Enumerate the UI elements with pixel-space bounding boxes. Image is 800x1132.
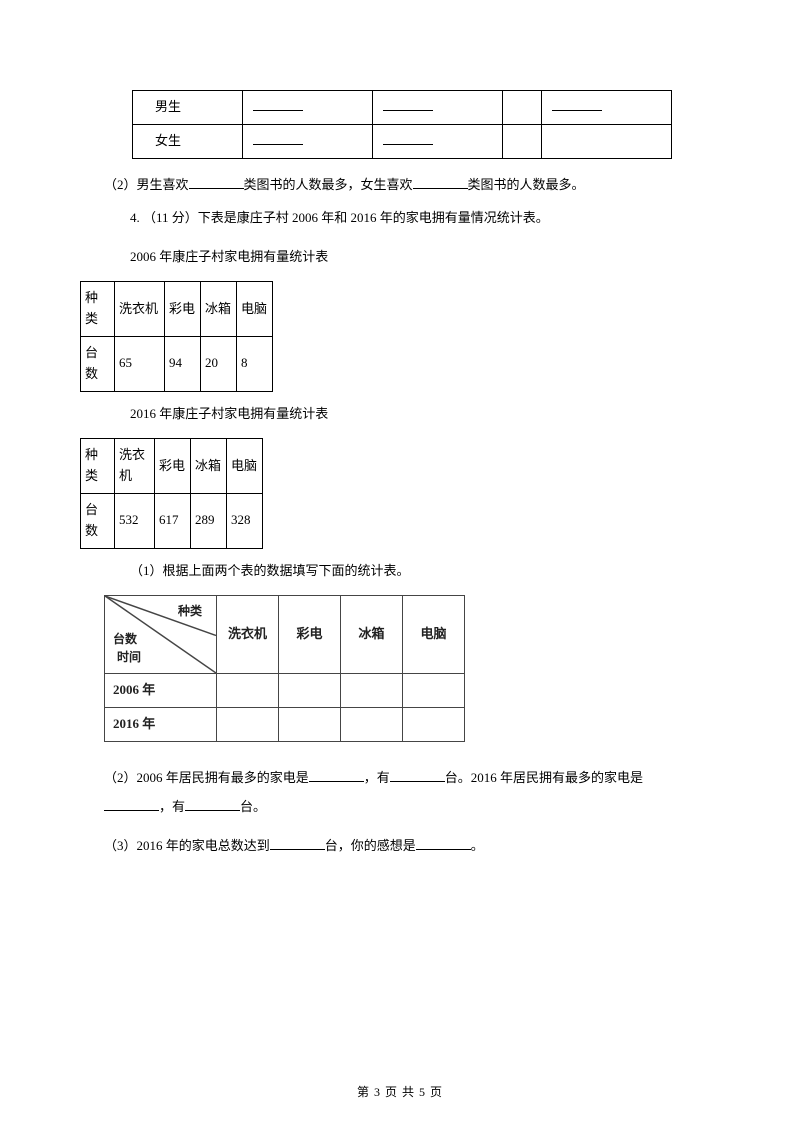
data-cell: 532 (115, 493, 155, 548)
text-fragment: （2）男生喜欢 (104, 177, 189, 192)
header-cell: 冰箱 (191, 439, 227, 494)
gender-table: 男生 女生 (132, 90, 672, 159)
diag-label-bot: 时间 (117, 648, 141, 667)
data-cell: 94 (165, 336, 201, 391)
table-row: 种类 洗衣机 彩电 冰箱 电脑 (81, 282, 273, 337)
data-cell: 289 (191, 493, 227, 548)
text-fragment: 类图书的人数最多。 (468, 177, 585, 192)
sub-question-2: （2）2006 年居民拥有最多的家电是，有台。2016 年居民拥有最多的家电是 … (104, 764, 720, 821)
fill-blank (413, 177, 468, 189)
text-fragment: （2）2006 年居民拥有最多的家电是 (104, 770, 309, 785)
diag-label-mid: 台数 (113, 630, 137, 649)
col-header: 冰箱 (341, 596, 403, 674)
table-2016: 种类 洗衣机 彩电 冰箱 电脑 台数 532 617 289 328 (80, 438, 263, 548)
blank-cell (541, 125, 671, 159)
blank-cell (503, 125, 542, 159)
header-cell: 洗衣机 (115, 439, 155, 494)
blank-cell (243, 91, 373, 125)
data-cell: 65 (115, 336, 165, 391)
empty-cell (403, 708, 465, 742)
data-cell: 617 (155, 493, 191, 548)
text-fragment: ，有 (159, 799, 185, 814)
header-cell: 彩电 (165, 282, 201, 337)
diag-label-top: 种类 (178, 602, 202, 621)
question-2-text: （2）男生喜欢 类图书的人数最多，女生喜欢 类图书的人数最多。 (104, 175, 720, 196)
col-header: 彩电 (279, 596, 341, 674)
question-4-intro: 4. （11 分）下表是康庄子村 2006 年和 2016 年的家电拥有量情况统… (104, 208, 720, 229)
fill-blank (309, 770, 364, 782)
fill-blank (104, 799, 159, 811)
blank-cell (503, 91, 542, 125)
row-label-female: 女生 (133, 125, 243, 159)
page-container: 男生 女生 （2）男生喜欢 类图书的人数最多，女生喜欢 类图书的人数最多。 4. （… (0, 0, 800, 1132)
col-header: 洗衣机 (217, 596, 279, 674)
empty-cell (279, 674, 341, 708)
header-cell: 冰箱 (201, 282, 237, 337)
text-fragment: 台。2016 年居民拥有最多的家电是 (445, 770, 643, 785)
header-cell: 洗衣机 (115, 282, 165, 337)
text-fragment: 台，你的感想是 (325, 838, 416, 853)
table-row: 男生 (133, 91, 672, 125)
text-fragment: （3）2016 年的家电总数达到 (104, 838, 270, 853)
table-row: 2016 年 (105, 708, 465, 742)
table-row: 2006 年 (105, 674, 465, 708)
table-row: 女生 (133, 125, 672, 159)
fill-blank (270, 838, 325, 850)
fill-blank (416, 838, 471, 850)
sub-question-3: （3）2016 年的家电总数达到 台，你的感想是 。 (104, 836, 720, 857)
table-row: 台数 532 617 289 328 (81, 493, 263, 548)
data-cell: 8 (237, 336, 273, 391)
table-2016-title: 2016 年康庄子村家电拥有量统计表 (104, 404, 720, 425)
text-fragment: 。 (471, 838, 484, 853)
table-2006: 种类 洗衣机 彩电 冰箱 电脑 台数 65 94 20 8 (80, 281, 273, 391)
row-label: 台数 (81, 336, 115, 391)
header-cell: 种类 (81, 439, 115, 494)
fill-blank (185, 799, 240, 811)
col-header: 电脑 (403, 596, 465, 674)
diagonal-header-cell: 种类 台数 时间 (105, 596, 217, 674)
empty-cell (403, 674, 465, 708)
row-header: 2016 年 (105, 708, 217, 742)
page-footer: 第 3 页 共 5 页 (0, 1083, 800, 1102)
blank-cell (373, 125, 503, 159)
row-label: 台数 (81, 493, 115, 548)
text-fragment: ，有 (364, 770, 390, 785)
header-cell: 种类 (81, 282, 115, 337)
data-cell: 20 (201, 336, 237, 391)
empty-cell (341, 708, 403, 742)
header-cell: 彩电 (155, 439, 191, 494)
header-cell: 电脑 (237, 282, 273, 337)
header-cell: 电脑 (227, 439, 263, 494)
empty-cell (217, 674, 279, 708)
sub-question-1: （1）根据上面两个表的数据填写下面的统计表。 (104, 561, 720, 582)
data-cell: 328 (227, 493, 263, 548)
row-header: 2006 年 (105, 674, 217, 708)
blank-cell (243, 125, 373, 159)
content-area: 男生 女生 （2）男生喜欢 类图书的人数最多，女生喜欢 类图书的人数最多。 4. （… (80, 90, 720, 856)
text-fragment: 类图书的人数最多，女生喜欢 (244, 177, 413, 192)
table-row: 台数 65 94 20 8 (81, 336, 273, 391)
combined-table: 种类 台数 时间 洗衣机 彩电 冰箱 电脑 2006 年 2016 年 (104, 595, 465, 742)
empty-cell (217, 708, 279, 742)
row-label-male: 男生 (133, 91, 243, 125)
fill-blank (189, 177, 244, 189)
text-fragment: 台。 (240, 799, 266, 814)
table-row: 种类 台数 时间 洗衣机 彩电 冰箱 电脑 (105, 596, 465, 674)
table-row: 种类 洗衣机 彩电 冰箱 电脑 (81, 439, 263, 494)
table-2006-title: 2006 年康庄子村家电拥有量统计表 (104, 247, 720, 268)
empty-cell (279, 708, 341, 742)
blank-cell (373, 91, 503, 125)
empty-cell (341, 674, 403, 708)
fill-blank (390, 770, 445, 782)
blank-cell (541, 91, 671, 125)
